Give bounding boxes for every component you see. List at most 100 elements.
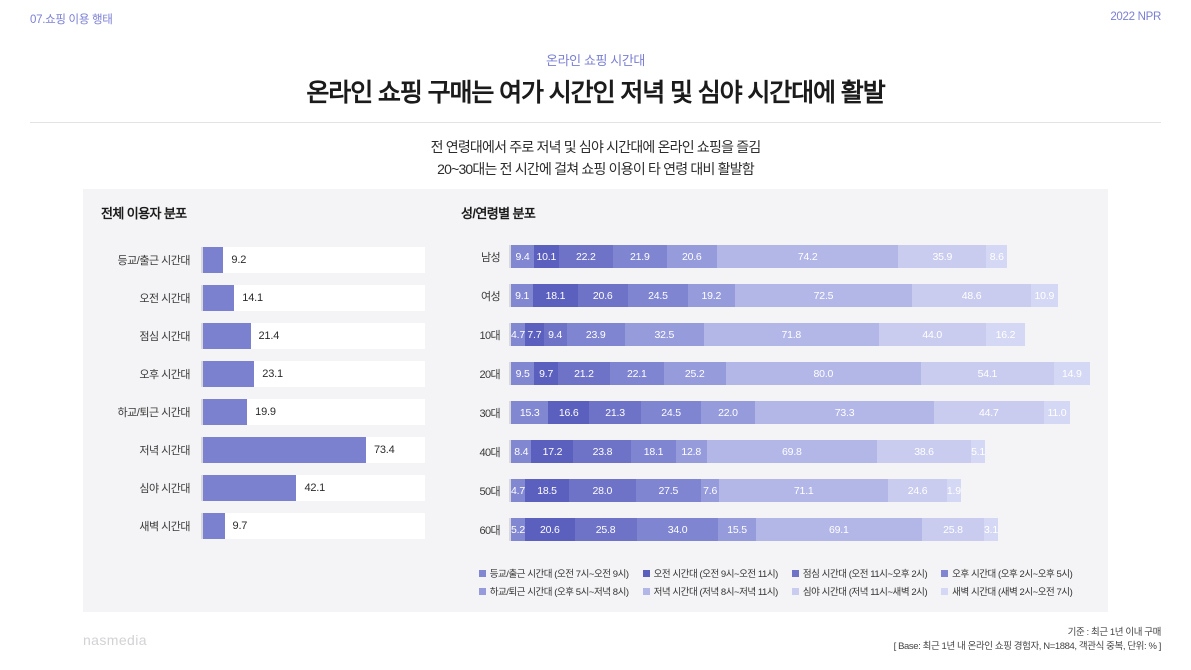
- stacked-bar-segment: 12.8: [675, 440, 707, 463]
- overall-bar-label: 심야 시간대: [139, 483, 190, 495]
- overall-bar-track: 14.1: [201, 285, 425, 311]
- stacked-bar-segment: 9.7: [534, 362, 558, 385]
- title-divider: [30, 122, 1161, 123]
- overall-bar-track: 21.4: [201, 323, 425, 349]
- stacked-bar-segment: 35.9: [898, 245, 987, 268]
- stacked-bar-segment: 74.2: [716, 245, 899, 268]
- footnote-line-2: [ Base: 최근 1년 내 온라인 쇼핑 경험자, N=1884, 객관식 …: [893, 641, 1162, 652]
- stacked-bar-segment: 18.1: [533, 284, 578, 307]
- stacked-bar-row: 50대 4.7 18.5 28.0 27.5 7.6 71.1 24.6 1.9: [461, 471, 1090, 510]
- overall-bar-track: 19.9: [201, 399, 425, 425]
- overall-bar-row: 저녁 시간대 73.4: [101, 431, 425, 469]
- overall-bar-label: 저녁 시간대: [139, 445, 190, 457]
- stacked-bar-track: 15.3 16.6 21.3 24.5 22.0 73.3 44.7 11.0: [509, 401, 1090, 424]
- stacked-bar-row: 20대 9.5 9.7 21.2 22.1 25.2 80.0 54.1 14.9: [461, 354, 1090, 393]
- stacked-bar-segment: 7.7: [525, 323, 544, 346]
- stacked-bar-segment: 28.0: [569, 479, 636, 502]
- legend-swatch-icon: [941, 587, 949, 595]
- stacked-bar-label: 여성: [480, 290, 501, 303]
- overall-bar: [203, 437, 366, 463]
- stacked-bar-segment: 27.5: [635, 479, 702, 502]
- stacked-bar-segment: 18.1: [631, 440, 676, 463]
- stacked-bar-segment: 5.2: [511, 518, 525, 541]
- overall-bar: [203, 475, 297, 501]
- chart-legend: 등교/출근 시간대 (오전 7시~오전 9시) 오전 시간대 (오전 9시~오전 …: [443, 566, 1108, 598]
- stacked-bar-row: 여성 9.1 18.1 20.6 24.5 19.2 72.5 48.6 10.9: [461, 276, 1090, 315]
- stacked-bar: 9.5 9.7 21.2 22.1 25.2 80.0 54.1 14.9: [511, 362, 1090, 385]
- stacked-bar-segment: 10.1: [534, 245, 559, 268]
- stacked-bar-track: 9.4 10.1 22.2 21.9 20.6 74.2 35.9 8.6: [509, 245, 1090, 268]
- panel-gender-age-distribution: 성/연령별 분포 남성 9.4 10.1 22.2 21.9 20.6 74.2 35.9 8.…: [443, 189, 1108, 612]
- stacked-bar-segment: 1.9: [946, 479, 961, 502]
- stacked-bar-segment: 4.7: [511, 323, 525, 346]
- stacked-bar-segment: 22.1: [609, 362, 664, 385]
- stacked-bar-row: 남성 9.4 10.1 22.2 21.9 20.6 74.2 35.9 8.6: [461, 237, 1090, 276]
- stacked-bar-segment: 19.2: [687, 284, 735, 307]
- overall-bar-row: 하교/퇴근 시간대 19.9: [101, 393, 425, 431]
- stacked-bar: 8.4 17.2 23.8 18.1 12.8 69.8 38.6 5.1: [511, 440, 985, 463]
- stacked-bar-segment: 54.1: [921, 362, 1054, 385]
- stacked-bar-segment: 23.8: [573, 440, 632, 463]
- legend-swatch-icon: [478, 587, 486, 595]
- stacked-bar-track: 5.2 20.6 25.8 34.0 15.5 69.1 25.8 3.1: [509, 518, 1090, 541]
- stacked-bar-segment: 24.5: [627, 284, 688, 307]
- stacked-bar-label: 20대: [479, 368, 500, 381]
- overall-bar-value: 21.4: [258, 330, 280, 342]
- stacked-bar-segment: 16.2: [985, 323, 1026, 346]
- brand-logo: nasmedia: [83, 632, 147, 648]
- stacked-bar-segment: 25.2: [663, 362, 726, 385]
- overall-bar-label: 오전 시간대: [139, 293, 190, 305]
- overall-bar-row: 새벽 시간대 9.7: [101, 507, 425, 545]
- overall-bar-label: 오후 시간대: [139, 369, 190, 381]
- stacked-bar: 4.7 7.7 9.4 23.9 32.5 71.8 44.0 16.2: [511, 323, 1026, 346]
- stacked-bar-segment: 34.0: [636, 518, 719, 541]
- eyebrow-label: 온라인 쇼핑 시간대: [546, 53, 645, 68]
- stacked-bar: 9.1 18.1 20.6 24.5 19.2 72.5 48.6 10.9: [511, 284, 1058, 307]
- top-bar: 07.쇼핑 이용 행태 2022 NPR: [0, 11, 1191, 33]
- overall-bar-track: 9.2: [201, 247, 425, 273]
- stacked-bar-segment: 22.2: [558, 245, 613, 268]
- legend-swatch-icon: [791, 587, 799, 595]
- stacked-bar-segment: 11.0: [1043, 401, 1071, 424]
- report-label: 2022 NPR: [1110, 11, 1161, 23]
- legend-swatch-icon: [478, 569, 486, 577]
- footnote-line-1: 기준 : 최근 1년 이내 구매: [1067, 627, 1162, 638]
- legend-item: 저녁 시간대 (저녁 8시~저녁 11시): [642, 584, 778, 598]
- stacked-bar-segment: 21.3: [589, 401, 642, 424]
- overall-bar: [203, 513, 225, 539]
- stacked-bar-row: 30대 15.3 16.6 21.3 24.5 22.0 73.3 44.7 11.0: [461, 393, 1090, 432]
- legend-item: 등교/출근 시간대 (오전 7시~오전 9시): [478, 566, 629, 580]
- stacked-bar-row: 60대 5.2 20.6 25.8 34.0 15.5 69.1 25.8 3.1: [461, 510, 1090, 549]
- stacked-bar-segment: 3.1: [984, 518, 998, 541]
- overall-bar-row: 등교/출근 시간대 9.2: [101, 241, 425, 279]
- overall-bar-label: 점심 시간대: [139, 331, 190, 343]
- stacked-bar-segment: 15.5: [718, 518, 756, 541]
- stacked-bar-segment: 9.5: [511, 362, 535, 385]
- stacked-bar-segment: 21.2: [557, 362, 610, 385]
- stacked-bar-segment: 24.6: [888, 479, 947, 502]
- overall-bar-row: 심야 시간대 42.1: [101, 469, 425, 507]
- stacked-bar-segment: 15.3: [511, 401, 549, 424]
- stacked-bar-row: 10대 4.7 7.7 9.4 23.9 32.5 71.8 44.0 16.2: [461, 315, 1090, 354]
- stacked-bar-segment: 69.1: [755, 518, 922, 541]
- stacked-bar-segment: 80.0: [725, 362, 922, 385]
- legend-item: 심야 시간대 (저녁 11시~새벽 2시): [791, 584, 928, 598]
- stacked-bar-segment: 21.9: [613, 245, 667, 268]
- legend-label: 새벽 시간대 (새벽 2시~오전 7시): [952, 587, 1073, 598]
- stacked-bar-label: 10대: [479, 329, 500, 342]
- stacked-bar-segment: 22.0: [701, 401, 755, 424]
- overall-bar-track: 42.1: [201, 475, 425, 501]
- overall-bar-row: 오후 시간대 23.1: [101, 355, 425, 393]
- panel-right-title: 성/연령별 분포: [461, 206, 536, 221]
- legend-swatch-icon: [791, 569, 799, 577]
- overall-bar: [203, 361, 255, 387]
- stacked-bar-segment: 10.9: [1031, 284, 1058, 307]
- stacked-bar-segment: 24.5: [641, 401, 702, 424]
- legend-item: 하교/퇴근 시간대 (오후 5시~저녁 8시): [478, 584, 629, 598]
- stacked-bar-segment: 9.4: [511, 245, 534, 268]
- stacked-bar-track: 4.7 18.5 28.0 27.5 7.6 71.1 24.6 1.9: [509, 479, 1090, 502]
- stacked-bar-track: 4.7 7.7 9.4 23.9 32.5 71.8 44.0 16.2: [509, 323, 1090, 346]
- stacked-bar-label: 50대: [479, 485, 500, 498]
- stacked-bar: 5.2 20.6 25.8 34.0 15.5 69.1 25.8 3.1: [511, 518, 998, 541]
- overall-bar-value: 19.9: [255, 406, 276, 418]
